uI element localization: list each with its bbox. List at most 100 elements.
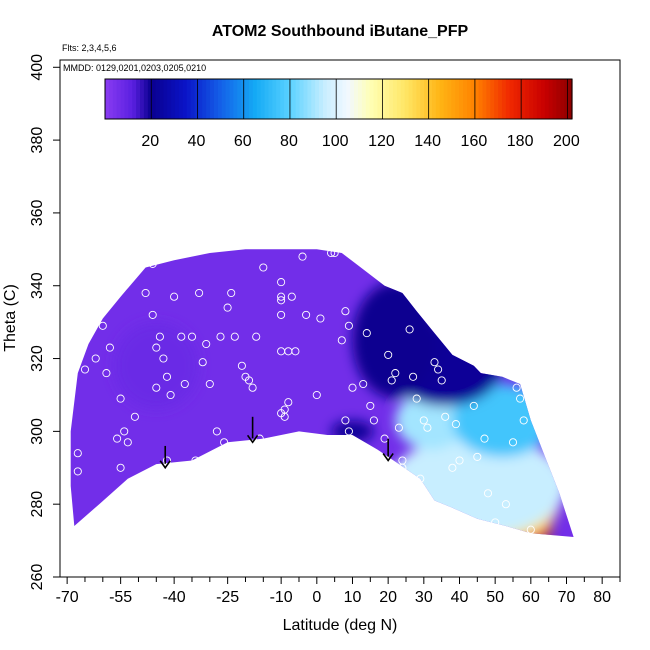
colorbar-cell — [342, 79, 347, 119]
colorbar-tick-label: 100 — [322, 133, 349, 150]
colorbar-cell — [260, 79, 266, 119]
colorbar-cell — [252, 79, 258, 119]
colorbar-tick-label: 80 — [280, 133, 298, 150]
sample-point — [330, 248, 339, 258]
colorbar-cell — [221, 79, 227, 119]
sample-point — [198, 358, 207, 367]
colorbar-cell — [564, 79, 569, 119]
sample-point — [341, 307, 350, 316]
colorbar-cell — [443, 79, 449, 119]
y-axis: 260 280 300 320 340 360 380 400 — [29, 54, 61, 591]
colorbar-cell — [248, 79, 254, 119]
x-tick-label: -25 — [216, 589, 239, 606]
colorbar-cell — [517, 79, 523, 119]
sample-point — [73, 467, 82, 476]
colorbar-cell — [560, 79, 565, 119]
colorbar-cell — [136, 79, 141, 119]
sample-point — [366, 401, 375, 410]
x-axis-label: Latitude (deg N) — [283, 617, 398, 634]
colorbar-tick-label: 180 — [507, 133, 534, 150]
colorbar-cell — [264, 79, 270, 119]
x-tick-label: 10 — [344, 589, 362, 606]
sample-point — [227, 288, 236, 298]
sample-point — [348, 383, 357, 392]
sample-point — [473, 452, 482, 461]
sample-point — [120, 427, 129, 436]
sample-point — [223, 303, 232, 312]
colorbar-cell — [276, 79, 281, 119]
colorbar-cell — [544, 79, 550, 119]
sample-point — [113, 434, 122, 443]
sample-point — [141, 288, 150, 298]
colorbar-cell — [330, 79, 336, 119]
sample-point — [148, 310, 157, 319]
sample-point — [277, 310, 286, 319]
colorbar-cell — [490, 79, 495, 119]
colorbar-cell — [463, 79, 468, 119]
colorbar-cell — [400, 79, 406, 119]
colorbar-cell — [447, 79, 452, 119]
field-patch — [395, 391, 467, 450]
x-tick-label: -55 — [109, 589, 132, 606]
sample-point — [469, 401, 478, 410]
sample-point — [212, 427, 221, 436]
y-tick-label: 380 — [29, 127, 46, 154]
colorbar-cell — [319, 79, 324, 119]
y-tick-label: 360 — [29, 199, 46, 226]
colorbar-cell — [299, 79, 305, 119]
y-tick-label: 340 — [29, 272, 46, 299]
colorbar-cell — [431, 79, 437, 119]
colorbar-tick-label: 200 — [553, 133, 580, 150]
colorbar-tick-label: 140 — [414, 133, 441, 150]
colorbar-cell — [529, 79, 534, 119]
colorbar-cell — [112, 79, 118, 119]
colorbar-cell — [533, 79, 538, 119]
sample-point — [91, 354, 100, 363]
colorbar-cell — [116, 79, 122, 119]
sample-point — [259, 263, 268, 272]
x-tick-label: 0 — [312, 589, 321, 606]
x-tick-label: -10 — [270, 589, 293, 606]
colorbar-cell — [163, 79, 168, 119]
colorbar-cell — [245, 79, 250, 119]
colorbar-cell — [521, 79, 526, 119]
colorbar-cell — [408, 79, 414, 119]
field-patch — [113, 322, 200, 410]
sample-point — [177, 332, 186, 341]
sample-point — [148, 259, 157, 268]
colorbar-tick-label: 20 — [141, 133, 159, 150]
sample-point — [244, 376, 254, 385]
sample-point — [205, 379, 214, 389]
y-tick-label: 260 — [29, 564, 46, 591]
x-tick-label: -70 — [56, 589, 79, 606]
colorbar-cell — [272, 79, 277, 119]
colorbar-tick-label: 120 — [368, 133, 395, 150]
colorbar-cell — [369, 79, 375, 119]
colorbar-cell — [147, 79, 153, 119]
arrow-head — [382, 453, 394, 462]
dates-annotation: MMDD: 0129,0201,0203,0205,0210 — [63, 63, 206, 73]
sample-point — [123, 489, 132, 498]
colorbar-cell — [470, 79, 476, 119]
colorbar-cell — [509, 79, 515, 119]
sample-point — [362, 329, 371, 338]
colorbar-cell — [194, 79, 199, 119]
sample-point — [448, 463, 457, 472]
x-tick-label: -40 — [163, 589, 186, 606]
colorbar-cell — [256, 79, 262, 119]
colorbar-cell — [451, 79, 456, 119]
colorbar-cell — [455, 79, 460, 119]
colorbar-cell — [311, 79, 316, 119]
sample-point — [230, 332, 239, 341]
y-tick-label: 320 — [29, 345, 46, 372]
colorbar-cell — [303, 79, 308, 119]
sample-point — [312, 390, 321, 400]
x-tick-label: 70 — [558, 589, 576, 606]
colorbar-cell — [357, 79, 363, 119]
x-tick-label: 20 — [379, 589, 397, 606]
sample-point — [508, 438, 518, 447]
colorbar-tick-label: 160 — [461, 133, 488, 150]
colorbar-cell — [295, 79, 301, 119]
sample-point — [187, 332, 197, 341]
